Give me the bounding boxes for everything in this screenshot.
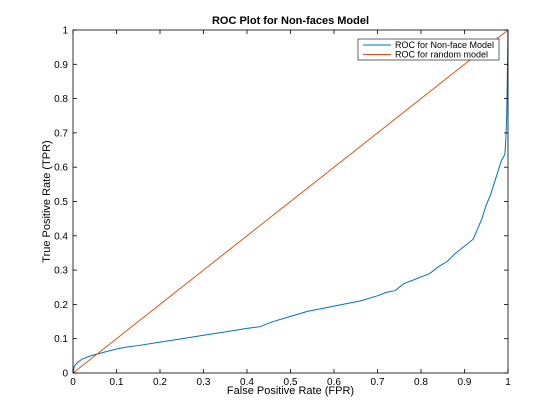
x-tick-label: 0.3 [197,377,211,388]
plot-frame [72,29,509,374]
x-tick-label: 1 [505,377,511,388]
series-layer [72,29,509,374]
chart-title: ROC Plot for Non-faces Model [212,15,369,27]
x-tick-label: 0.2 [153,377,167,388]
x-tick-label: 0 [70,377,76,388]
x-tick-label: 0.8 [414,377,428,388]
legend-label-non-face: ROC for Non-face Model [395,40,494,50]
series-line-0 [72,29,509,374]
y-axis-title: True Positive Rate (TPR) [41,140,53,262]
y-tick-label: 0.4 [54,231,68,242]
y-tick-label: 0.8 [54,94,68,105]
legend-box [357,38,500,61]
y-tick-label: 0.2 [54,300,68,311]
y-tick-label: 0.7 [54,128,68,139]
x-tick-label: 0.4 [240,377,254,388]
ticks-layer: 0 0.1 0.2 0.3 0.4 0.5 0.6 0.7 0.8 0.9 1 0 0.1 0.2 0.3 0… [54,26,511,389]
y-tick-label: 1 [62,26,68,37]
x-tick-label: 0.5 [284,377,298,388]
x-tick-label: 0.7 [371,377,385,388]
y-tick-label: 0.9 [54,60,68,71]
series-line-1 [72,29,509,374]
y-tick-label: 0.1 [54,334,68,345]
y-tick-label: 0.6 [54,163,68,174]
x-tick-label: 0.1 [110,377,124,388]
y-tick-label: 0 [62,369,68,380]
legend: ROC for Non-face Model ROC for random mo… [357,38,500,61]
y-tick-label: 0.5 [54,197,68,208]
x-tick-label: 0.6 [327,377,341,388]
legend-label-random: ROC for random model [395,50,488,60]
x-axis-title: False Positive Rate (FPR) [227,385,354,397]
y-tick-label: 0.3 [54,266,68,277]
x-tick-label: 0.9 [458,377,472,388]
